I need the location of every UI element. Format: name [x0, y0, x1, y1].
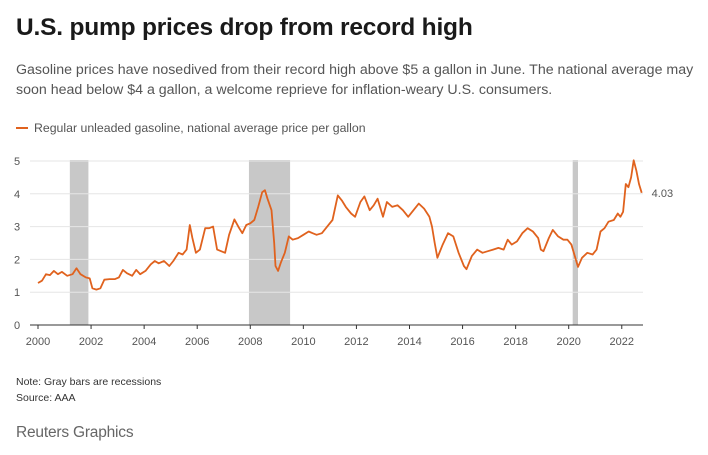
- recession-bar-2: [248, 160, 291, 325]
- gridlines: [30, 160, 643, 293]
- x-tick-label-2012: 2012: [344, 336, 368, 348]
- end-value-label: 4.03: [652, 188, 673, 200]
- y-tick-label-0: 0: [14, 320, 20, 332]
- x-tick-label-2020: 2020: [556, 336, 580, 348]
- x-tick-label-2004: 2004: [132, 336, 156, 348]
- legend-label: Regular unleaded gasoline, national aver…: [34, 121, 366, 135]
- x-tick-label-2016: 2016: [450, 336, 474, 348]
- chart-title: U.S. pump prices drop from record high: [16, 14, 473, 41]
- x-axis: 2000 2002 2004 2006 2008 2010 2012 2014 2016 2018…: [26, 324, 643, 348]
- series: [37, 159, 643, 291]
- chart-subtitle: Gasoline prices have nosedived from thei…: [16, 62, 694, 98]
- x-tick-label-2006: 2006: [185, 336, 209, 348]
- legend: Regular unleaded gasoline, national aver…: [16, 121, 366, 135]
- x-tick-label-2018: 2018: [503, 336, 527, 348]
- series-line-1: [37, 159, 643, 291]
- recession-bar-1: [69, 160, 89, 325]
- x-tick-label-2014: 2014: [397, 336, 421, 348]
- y-tick-label-4: 4: [14, 189, 20, 201]
- brand-credit: Reuters Graphics: [16, 424, 134, 441]
- y-tick-label-1: 1: [14, 287, 20, 299]
- legend-swatch: [16, 127, 28, 129]
- source-note: Source: AAA: [16, 392, 76, 404]
- x-tick-label-2002: 2002: [79, 336, 103, 348]
- y-axis: 0 1 2 3 4 5: [14, 156, 20, 332]
- recession-bars: [69, 160, 578, 325]
- recession-bar-3: [572, 160, 578, 325]
- x-tick-label-2000: 2000: [26, 336, 50, 348]
- y-tick-label-3: 3: [14, 222, 20, 234]
- x-tick-label-2010: 2010: [291, 336, 315, 348]
- footnote: Note: Gray bars are recessions: [16, 376, 162, 388]
- x-tick-label-2022: 2022: [610, 336, 634, 348]
- y-tick-label-2: 2: [14, 254, 20, 266]
- y-tick-label-5: 5: [14, 156, 20, 168]
- x-tick-label-2008: 2008: [238, 336, 262, 348]
